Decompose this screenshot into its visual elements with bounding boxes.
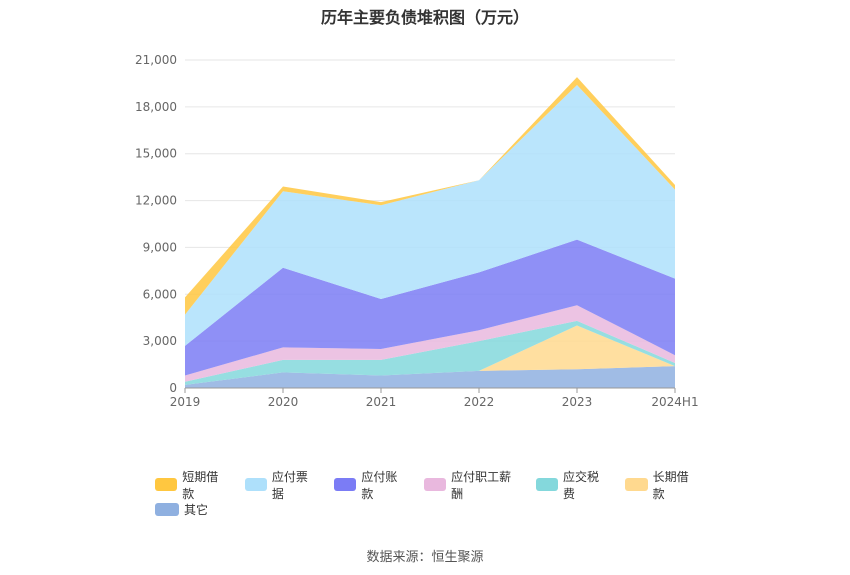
x-tick-label: 2021 [366,395,397,409]
legend-label: 长期借款 [652,469,689,501]
y-tick-label: 15,000 [135,147,177,161]
area-series-应付票据[interactable] [185,84,675,346]
legend-item[interactable]: 应付票据 [244,468,317,502]
legend-item[interactable]: 短期借款 [155,468,227,502]
legend-label: 应付职工薪酬 [451,469,512,501]
x-tick-label: 2022 [464,395,495,409]
data-source-note: 数据来源：恒生聚源 [366,550,484,565]
y-tick-label: 18,000 [135,100,177,114]
area-series-应交税费[interactable] [185,320,675,385]
y-tick-label: 12,000 [135,194,177,208]
area-series-长期借款[interactable] [185,325,675,385]
y-tick-label: 21,000 [135,53,177,67]
area-series-其它[interactable] [185,366,675,388]
legend-swatch [334,478,357,491]
legend-item[interactable]: 其它 [155,501,208,518]
y-tick-label: 0 [169,381,177,395]
legend-swatch [625,478,648,491]
legend-swatch [535,478,558,491]
legend-item[interactable]: 长期借款 [625,468,697,502]
legend-label: 应付账款 [361,469,398,501]
y-tick-label: 3,000 [143,334,177,348]
legend-label: 其它 [184,503,209,517]
legend-swatch [155,503,179,516]
legend-row: 短期借款 应付票据 应付账款 应付职工薪酬 应交税费 长期借款 [155,470,715,501]
y-tick-label: 9,000 [143,240,177,254]
x-tick-label: 2024H1 [651,395,698,409]
area-series-应付职工薪酬[interactable] [185,305,675,382]
axes: 0 3,000 6,000 9,000 12,000 15,000 18,000 21,000… [135,53,699,409]
chart-title: 历年主要负债堆积图（万元） [320,8,529,27]
y-tick-label: 6,000 [143,287,177,301]
x-tick-label: 2023 [562,395,593,409]
legend-swatch [244,478,267,491]
legend-label: 短期借款 [182,469,219,501]
legend-label: 应交税费 [562,469,599,501]
legend-item[interactable]: 应付账款 [334,468,406,502]
legend-row: 其它 [155,497,715,522]
chart-legend: 短期借款 应付票据 应付账款 应付职工薪酬 应交税费 长期借款其它 [155,470,715,522]
x-tick-label: 2019 [170,395,201,409]
x-tick-label: 2020 [268,395,299,409]
legend-item[interactable]: 应交税费 [535,468,608,502]
legend-swatch [155,478,178,491]
area-series-应付账款[interactable] [185,239,675,376]
legend-item[interactable]: 应付职工薪酬 [423,468,518,502]
area-series [185,77,675,388]
legend-label: 应付票据 [271,469,308,501]
legend-swatch [423,478,447,491]
